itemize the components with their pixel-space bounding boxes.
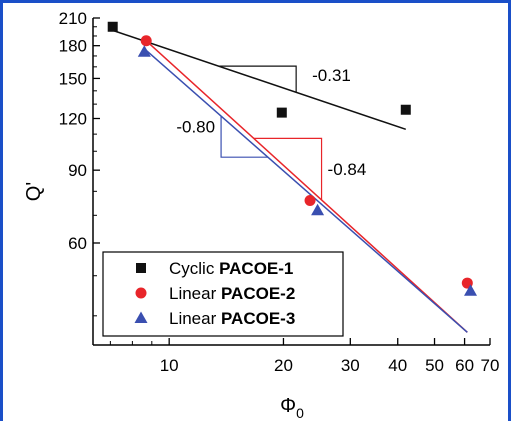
y-tick-label: 60: [68, 234, 87, 253]
fit-line-series-1: [112, 29, 407, 131]
data-point-series-3: [464, 284, 478, 296]
legend-label-plain: Cyclic: [169, 259, 219, 278]
x-axis-title-symbol: Φ: [280, 395, 296, 417]
x-tick-label: 10: [160, 356, 179, 375]
top-edge-bar: [0, 0, 511, 3]
x-axis-title-subscript: 0: [296, 405, 304, 421]
slope-triangles-layer: -0.31 -0.84 -0.80: [176, 65, 367, 200]
data-point-series-1: [107, 21, 118, 32]
y-tick-label: 180: [59, 37, 87, 56]
x-tick-label: 20: [274, 356, 293, 375]
slope-label-series-2: -0.84: [328, 160, 367, 179]
data-point-series-3: [137, 45, 151, 57]
left-edge-bar: [0, 0, 3, 421]
legend-label-plain: Linear: [169, 284, 221, 303]
slope-triangle-series-1: [218, 65, 297, 93]
data-point-series-1: [400, 104, 411, 115]
y-tick-label: 90: [68, 161, 87, 180]
axes-layer: 60 90 120 150 180 210 10 20 30 40 50 60 70 Q' Φ0: [23, 9, 499, 421]
right-edge-bar: [508, 0, 511, 421]
x-tick-label: 40: [388, 356, 407, 375]
data-point-series-1: [276, 107, 287, 118]
legend-label-plain: Linear: [169, 309, 221, 328]
slope-label-series-3: -0.80: [176, 118, 215, 137]
legend-marker-series-3: [134, 311, 148, 323]
y-tick-label: 120: [59, 110, 87, 129]
legend-label-bold: PACOE-3: [221, 309, 295, 328]
data-point-series-3: [311, 203, 325, 216]
y-tick-label: 210: [59, 9, 87, 28]
x-tick-label: 70: [481, 356, 500, 375]
fit-line-series-2: [145, 40, 468, 333]
legend-label-bold: PACOE-1: [219, 259, 293, 278]
legend-label-series-2: Linear PACOE-2: [169, 284, 295, 303]
slope-triangle-series-2: [253, 137, 323, 200]
y-tick-label: 150: [59, 69, 87, 88]
x-axis-title: Φ0: [280, 395, 304, 421]
data-point-series-2: [304, 195, 316, 207]
fit-lines-layer: [112, 29, 468, 333]
x-tick-label: 60: [455, 356, 474, 375]
legend-marker-series-2: [135, 287, 147, 299]
data-points-layer: [107, 21, 478, 296]
y-axis-title: Q': [23, 182, 45, 201]
slope-triangle-series-3: [220, 116, 268, 158]
data-point-series-2: [140, 35, 152, 47]
legend-label-series-3: Linear PACOE-3: [169, 309, 295, 328]
legend-marker-series-1: [136, 263, 146, 273]
x-tick-label: 30: [341, 356, 360, 375]
legend-label-bold: PACOE-2: [221, 284, 295, 303]
x-tick-label: 50: [425, 356, 444, 375]
fit-line-series-3: [143, 48, 468, 333]
legend-label-series-1: Cyclic PACOE-1: [169, 259, 293, 278]
slope-label-series-1: -0.31: [312, 66, 351, 85]
